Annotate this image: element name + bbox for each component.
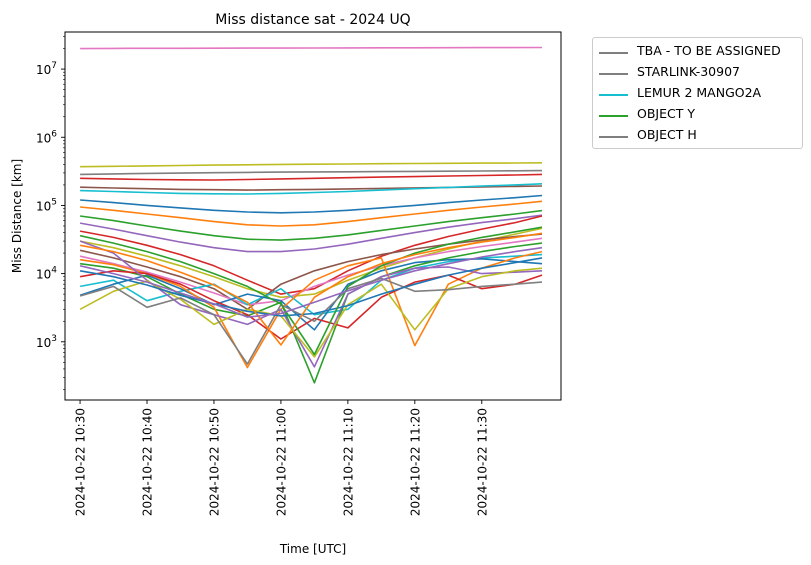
legend-swatch (599, 94, 628, 96)
plot-frame (64, 31, 562, 401)
legend-entry: STARLINK-30907 (593, 63, 802, 83)
series-line (79, 267, 543, 358)
series-line (79, 232, 543, 346)
x-tick-label: 2024-10-22 11:10 (341, 408, 355, 516)
legend-label: LEMUR 2 MANGO2A (637, 85, 762, 100)
legend-entry: OBJECT Y (593, 105, 802, 125)
legend-swatch (599, 52, 628, 54)
series-line (79, 246, 543, 318)
y-tick-label: 105 (36, 197, 57, 213)
legend-label: STARLINK-30907 (637, 64, 740, 79)
y-tick-label: 106 (36, 129, 57, 145)
y-tick-label: 107 (36, 61, 57, 77)
series-line (79, 242, 543, 384)
legend-swatch (599, 73, 628, 75)
legend-entry: LEMUR 2 MANGO2A (593, 84, 802, 104)
series-line (79, 215, 543, 295)
y-tick-label: 103 (36, 334, 57, 350)
x-tick-label: 2024-10-22 10:30 (74, 408, 88, 516)
series-line (79, 277, 543, 365)
series-line (79, 233, 543, 311)
legend-swatch (599, 115, 628, 117)
x-tick-label: 2024-10-22 11:20 (408, 408, 422, 516)
series-line (79, 214, 543, 253)
y-axis: 103 104 105 106 107 (36, 36, 65, 390)
legend: TBA - TO BE ASSIGNED STARLINK-30907 LEMU… (592, 37, 803, 149)
series-line (80, 169, 543, 176)
x-tick-label: 2024-10-22 10:40 (141, 408, 155, 516)
x-axis-label: Time [UTC] (279, 542, 346, 556)
chart-title: Miss distance sat - 2024 UQ (215, 12, 410, 28)
x-tick-label: 2024-10-22 11:00 (274, 408, 288, 516)
x-tick-label: 2024-10-22 11:30 (475, 408, 489, 516)
x-tick-label: 2024-10-22 10:50 (207, 408, 221, 516)
legend-swatch (599, 136, 628, 138)
legend-entry: OBJECT H (593, 126, 802, 146)
series-line (79, 209, 543, 241)
y-tick-label: 104 (36, 266, 57, 282)
series-line (80, 194, 543, 214)
legend-label: OBJECT Y (637, 106, 695, 121)
legend-label: TBA - TO BE ASSIGNED (637, 43, 781, 58)
y-axis-label: Miss Distance [km] (10, 159, 24, 273)
series-line (80, 162, 543, 168)
series-layer (79, 46, 543, 384)
series-line (80, 183, 543, 195)
series-line (80, 173, 543, 181)
series-line (80, 200, 543, 227)
series-line (79, 226, 543, 356)
legend-entry: TBA - TO BE ASSIGNED (593, 42, 802, 62)
x-axis: 2024-10-22 10:30 2024-10-22 10:40 2024-10-… (74, 400, 489, 516)
legend-label: OBJECT H (637, 127, 697, 142)
series-line (79, 257, 543, 317)
series-line (79, 270, 543, 340)
series-line (79, 237, 543, 306)
series-line (80, 46, 543, 50)
